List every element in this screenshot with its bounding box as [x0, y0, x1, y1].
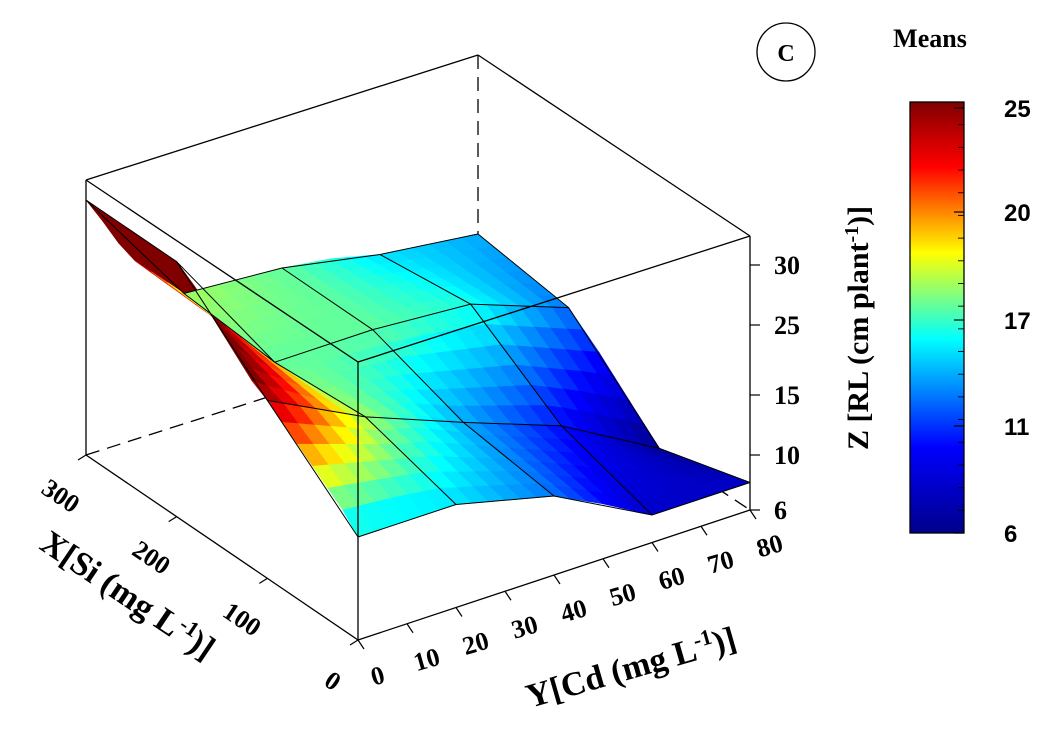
colorbar: Means 6 11 17 20 25 [893, 24, 1031, 548]
y-tick-label: 30 [508, 610, 541, 645]
y-tick-label: 0 [367, 660, 387, 691]
y-tick-label: 20 [459, 626, 492, 661]
mesh-line [281, 267, 555, 497]
y-tick-mark [504, 590, 512, 601]
z-tick-label: 10 [774, 441, 800, 470]
mesh-line [183, 293, 457, 505]
y-tick-mark [406, 623, 414, 634]
y-tick-label: 80 [753, 528, 786, 563]
x-tick-label: 0 [319, 665, 346, 696]
y-tick-label: 10 [410, 642, 443, 677]
x-tick-mark [349, 639, 359, 646]
x-tick-label: 100 [218, 596, 267, 642]
x-axis-title: X[Si (mg L-1)] [34, 521, 223, 667]
y-tick-label: 60 [655, 561, 688, 596]
y-tick-mark [700, 525, 708, 536]
svg-text:C: C [777, 41, 794, 67]
z-axis-title: Z [RL (cm plant-1)] [841, 206, 875, 450]
z-tick-label: 25 [774, 311, 800, 340]
colorbar-tick-label: 17 [1004, 308, 1031, 335]
y-tick-label: 40 [557, 593, 590, 628]
z-axis-ticks: 6 10 15 25 30 [750, 251, 800, 525]
z-tick-label: 15 [774, 381, 800, 410]
y-tick-mark [602, 558, 610, 569]
y-tick-label: 50 [606, 577, 639, 612]
mesh-line [379, 254, 653, 516]
y-tick-mark [455, 607, 463, 617]
colorbar-tick-label: 11 [1004, 414, 1029, 441]
panel-label: C [756, 22, 816, 82]
y-axis-title: Y[Cd (mg L-1)] [521, 618, 740, 716]
x-tick-label: 300 [36, 473, 85, 519]
y-tick-mark [749, 509, 757, 520]
x-tick-mark [168, 516, 177, 523]
z-tick-label: 30 [774, 251, 800, 280]
y-tick-mark [651, 542, 659, 552]
x-axis-ticks: 0 100 200 300 [36, 454, 359, 697]
x-tick-label: 200 [127, 535, 176, 581]
mesh-line [85, 199, 359, 538]
y-tick-label: 70 [704, 545, 737, 580]
colorbar-title: Means [893, 24, 967, 53]
y-axis-ticks: 0 10 20 30 40 50 60 70 80 [357, 509, 786, 692]
x-tick-mark [77, 454, 87, 461]
mesh-line [477, 233, 751, 483]
z-tick-label: 6 [774, 496, 787, 525]
x-tick-mark [259, 577, 268, 584]
colorbar-tick-label: 20 [1004, 200, 1031, 227]
y-tick-mark [553, 574, 561, 585]
surface [85, 199, 751, 538]
colorbar-tick-label: 6 [1004, 521, 1017, 548]
colorbar-tick-label: 25 [1004, 96, 1031, 123]
y-tick-mark [357, 639, 365, 650]
